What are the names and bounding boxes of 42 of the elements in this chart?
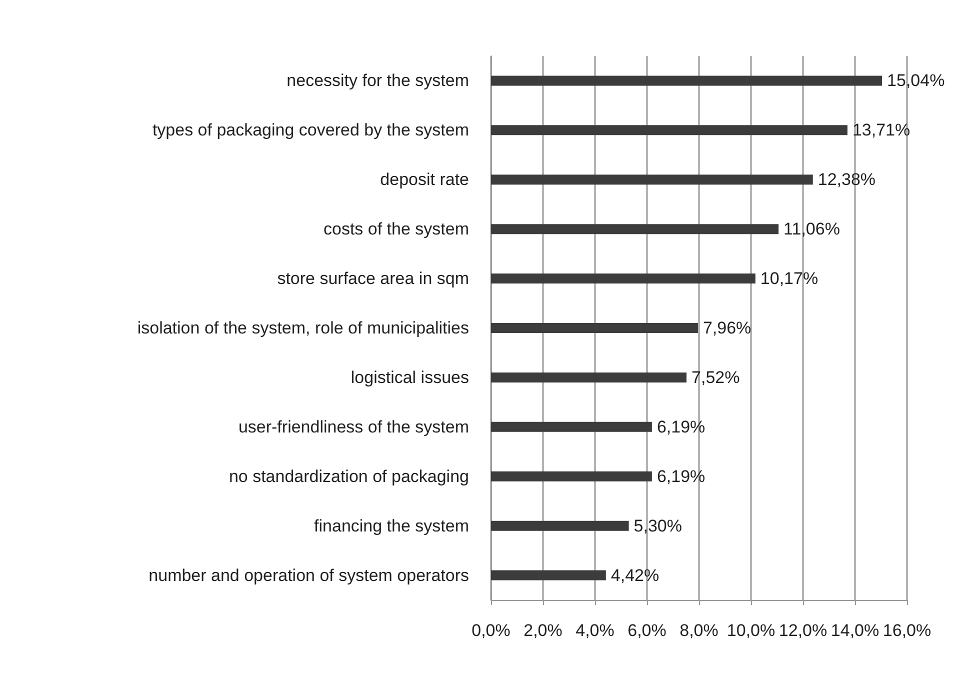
x-tick-label: 0,0%	[472, 621, 510, 640]
x-tick-label: 16,0%	[882, 621, 932, 640]
bar	[491, 570, 606, 580]
data-label: 6,19%	[656, 417, 706, 436]
y-tick-label: deposit rate	[380, 170, 469, 190]
data-label: 15,04%	[887, 71, 945, 90]
y-tick-label: types of packaging covered by the system	[152, 120, 469, 140]
x-tick-label: 10,0%	[726, 621, 776, 640]
x-tick-label: 4,0%	[576, 621, 614, 640]
data-label: 11,06%	[784, 220, 840, 239]
data-label: 4,42%	[610, 566, 660, 585]
y-tick-label: financing the system	[314, 516, 469, 536]
data-label: 7,96%	[702, 318, 752, 338]
y-tick-label: no standardization of packaging	[228, 466, 469, 486]
y-tick-label: necessity for the system	[286, 71, 469, 90]
x-tick-label: 2,0%	[524, 621, 562, 640]
bar	[491, 76, 882, 86]
data-label: 6,19%	[656, 466, 706, 486]
data-label: 10,17%	[760, 269, 818, 288]
bar	[491, 274, 756, 284]
data-label: 7,52%	[692, 368, 740, 387]
y-tick-label: number and operation of system operators	[148, 566, 469, 585]
y-tick-label: isolation of the system, role of municipalities	[137, 318, 469, 338]
y-tick-label: costs of the system	[324, 220, 469, 239]
x-tick-label: 8,0%	[680, 621, 718, 640]
bar	[491, 125, 848, 136]
data-label: 13,71%	[852, 120, 910, 140]
bar	[491, 372, 687, 382]
data-label: 5,30%	[634, 516, 682, 536]
x-tick-label: 6,0%	[628, 621, 666, 640]
bar	[491, 471, 652, 482]
y-tick-label: store surface area in sqm	[277, 269, 469, 288]
bar	[491, 520, 629, 531]
data-label: 12,38%	[818, 170, 876, 190]
bar	[491, 422, 652, 432]
y-tick-label: logistical issues	[350, 368, 469, 387]
x-tick-label: 12,0%	[778, 621, 828, 640]
y-tick-label: user-friendliness of the system	[238, 417, 469, 436]
bar	[491, 174, 813, 185]
x-tick-label: 14,0%	[830, 621, 880, 640]
bar	[491, 323, 698, 333]
bar	[491, 224, 779, 234]
